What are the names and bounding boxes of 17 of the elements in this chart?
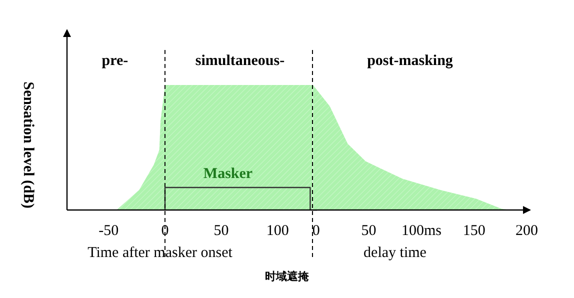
text: pre- bbox=[102, 53, 128, 69]
x-tick-label: 100 bbox=[266, 223, 289, 239]
x-tick-label: 0 bbox=[161, 223, 169, 239]
x-axis-title: delay time bbox=[364, 245, 427, 261]
x-tick-label: 100ms bbox=[401, 223, 442, 239]
text: post-masking bbox=[367, 53, 454, 69]
text: 时域遮掩 bbox=[265, 270, 310, 283]
text: simultaneous- bbox=[195, 53, 285, 69]
x-tick-label: 50 bbox=[361, 223, 376, 239]
x-axis-title: Time after masker onset bbox=[88, 245, 234, 261]
annotation: Masker bbox=[203, 166, 253, 182]
x-tick-label: 0 bbox=[312, 223, 320, 239]
x-tick-label: 150 bbox=[462, 223, 486, 239]
x-tick-label: 200 bbox=[515, 223, 538, 239]
y-axis-title: Sensation level (dB) bbox=[20, 82, 36, 208]
x-tick-label: -50 bbox=[98, 223, 119, 239]
x-tick-label: 50 bbox=[214, 223, 229, 239]
